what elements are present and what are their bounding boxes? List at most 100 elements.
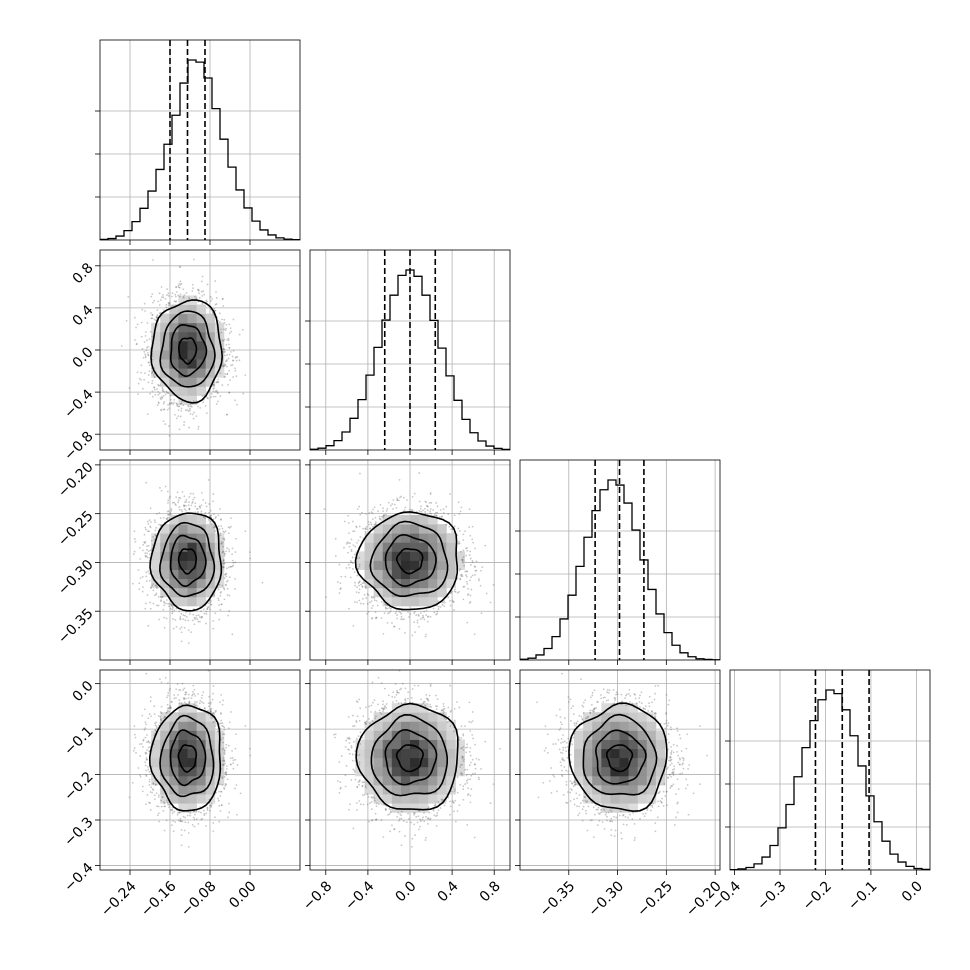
scatter-point xyxy=(569,800,572,802)
scatter-point xyxy=(188,508,191,511)
scatter-point xyxy=(149,507,152,510)
histogram-3 xyxy=(730,689,930,870)
density-cell xyxy=(373,712,384,722)
scatter-point xyxy=(687,813,690,816)
scatter-point xyxy=(382,507,384,510)
scatter-point xyxy=(422,614,424,617)
density-cell xyxy=(382,560,393,570)
scatter-point xyxy=(141,590,144,593)
scatter-point xyxy=(472,541,475,544)
scatter-point xyxy=(228,391,231,394)
scatter-point xyxy=(219,701,221,704)
scatter-point xyxy=(609,820,612,823)
scatter-point xyxy=(416,821,419,824)
density-cell xyxy=(151,359,161,369)
scatter-point xyxy=(188,296,190,299)
density-cell xyxy=(655,757,666,768)
scatter-point xyxy=(665,719,668,722)
scatter-point xyxy=(429,493,432,496)
scatter-point xyxy=(364,723,367,725)
scatter-point xyxy=(439,606,442,608)
scatter-point xyxy=(210,392,213,395)
density-cell xyxy=(437,569,447,580)
scatter-point xyxy=(147,520,149,523)
scatter-point xyxy=(358,761,361,764)
scatter-point xyxy=(366,602,369,605)
scatter-point xyxy=(208,695,211,698)
scatter-point xyxy=(449,725,452,727)
scatter-point xyxy=(147,550,150,553)
scatter-point xyxy=(223,338,226,341)
density-cell xyxy=(428,542,438,552)
scatter-point xyxy=(159,517,162,520)
scatter-point xyxy=(631,818,634,820)
scatter-point xyxy=(396,689,398,692)
scatter-point xyxy=(660,801,663,804)
scatter-point xyxy=(163,802,166,805)
scatter-point xyxy=(221,566,224,569)
scatter-point xyxy=(615,693,617,696)
scatter-point xyxy=(182,288,185,291)
scatter-point xyxy=(347,521,350,524)
density-cell xyxy=(437,775,447,786)
scatter-point xyxy=(440,709,443,712)
scatter-point xyxy=(141,745,144,748)
scatter-point xyxy=(369,601,371,604)
scatter-point xyxy=(468,764,471,767)
scatter-point xyxy=(225,365,228,368)
scatter-point xyxy=(443,707,446,710)
scatter-point xyxy=(469,594,472,597)
scatter-point xyxy=(469,801,472,804)
contour-2sigma xyxy=(148,704,222,812)
scatter-point xyxy=(169,809,172,811)
scatter-point xyxy=(374,611,377,614)
scatter-point xyxy=(131,781,134,784)
scatter-point xyxy=(361,781,364,784)
scatter-point xyxy=(224,749,226,752)
scatter-point xyxy=(634,697,637,700)
density-cell xyxy=(583,748,593,759)
scatter-point xyxy=(207,602,210,605)
scatter-point xyxy=(228,721,231,724)
scatter-point xyxy=(220,693,223,696)
density-cell xyxy=(428,794,438,804)
density-cell xyxy=(601,803,611,813)
scatter-point xyxy=(444,601,446,604)
scatter-point xyxy=(177,501,179,504)
scatter-point xyxy=(146,351,149,354)
scatter-point xyxy=(144,607,147,610)
density-cell xyxy=(446,748,456,759)
scatter-point xyxy=(232,349,235,352)
scatter-point xyxy=(385,706,388,709)
scatter-point xyxy=(371,617,374,619)
scatter-point xyxy=(180,509,183,511)
density-cell xyxy=(373,524,384,534)
scatter-point xyxy=(416,621,419,624)
density-cell xyxy=(574,775,584,786)
scatter-point xyxy=(633,693,636,695)
scatter-point xyxy=(575,792,578,795)
scatter-point xyxy=(210,603,212,606)
scatter-point xyxy=(573,798,575,801)
scatter-point xyxy=(180,612,183,615)
density-cell xyxy=(214,569,225,580)
scatter-point xyxy=(162,801,165,804)
scatter-point xyxy=(685,747,688,750)
contour-2sigma xyxy=(149,512,223,612)
density-cell xyxy=(619,730,630,740)
scatter-point xyxy=(429,817,432,820)
scatter-point xyxy=(225,575,228,578)
scatter-point xyxy=(471,559,474,562)
scatter-point xyxy=(517,582,519,584)
scatter-point xyxy=(348,808,350,811)
density-cell xyxy=(373,533,384,543)
density-3-2 xyxy=(574,703,666,813)
density-cell xyxy=(205,313,216,324)
scatter-point xyxy=(338,563,341,566)
scatter-point xyxy=(168,302,171,305)
scatter-point xyxy=(570,782,573,785)
density-cell xyxy=(214,578,225,589)
scatter-point xyxy=(157,794,160,797)
scatter-point xyxy=(171,610,174,613)
scatter-point xyxy=(461,560,464,562)
